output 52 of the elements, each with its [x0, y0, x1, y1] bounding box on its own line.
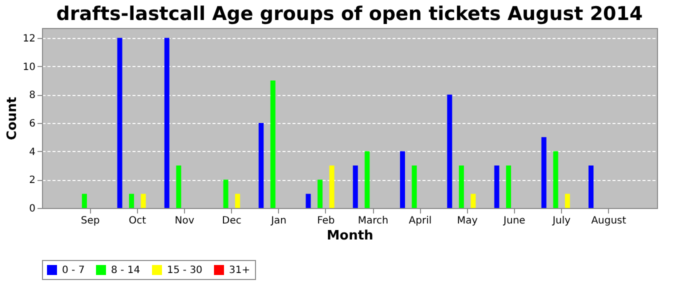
legend-label: 0 - 7 [62, 265, 85, 276]
bar [82, 194, 87, 208]
bar [506, 165, 512, 208]
x-tick-label: Oct [128, 216, 146, 226]
y-tick-label: 6 [29, 118, 36, 130]
legend-label: 15 - 30 [167, 265, 202, 276]
x-tick-label: May [456, 216, 478, 226]
y-tick-label: 2 [29, 175, 36, 186]
y-tick-label: 0 [29, 204, 36, 214]
bar [258, 122, 264, 208]
bar [553, 151, 558, 208]
bar [541, 137, 546, 208]
y-tick-label: 4 [29, 146, 36, 158]
bar [164, 38, 170, 208]
legend-label: 31+ [229, 265, 250, 276]
x-tick-label: August [591, 216, 626, 226]
bar [458, 165, 464, 208]
x-tick-label: Nov [174, 216, 194, 226]
chart-title: drafts-lastcall Age groups of open tickets August 2014 [56, 3, 643, 25]
bar [447, 94, 452, 208]
x-tick-label: Dec [222, 216, 242, 226]
y-axis-title: Count [4, 96, 20, 140]
bar [329, 165, 334, 208]
bar [318, 180, 323, 208]
bar [400, 151, 406, 208]
x-tick-label: Sep [80, 216, 100, 226]
bar [352, 165, 358, 208]
x-tick-label: June [502, 216, 526, 226]
bar [494, 165, 500, 208]
x-axis-title: Month [326, 228, 374, 244]
bar [306, 194, 311, 208]
x-tick-label: July [552, 216, 571, 226]
y-tick-label: 12 [22, 33, 36, 44]
bar [117, 38, 122, 208]
x-tick-label: Jan [270, 216, 287, 226]
bar [235, 194, 240, 208]
bar [588, 165, 594, 208]
bar [270, 80, 276, 208]
bar [470, 194, 476, 208]
y-tick-label: 8 [29, 90, 36, 102]
bar [564, 194, 570, 208]
legend-label: 8 - 14 [111, 265, 140, 276]
x-tick-label: Feb [317, 216, 335, 226]
bar [223, 180, 228, 208]
x-tick-label: March [358, 216, 388, 226]
bar [129, 194, 134, 208]
bar [176, 165, 182, 208]
bar [140, 194, 146, 208]
bar [412, 165, 417, 208]
y-tick-label: 10 [22, 62, 36, 73]
x-tick-label: April [408, 216, 432, 226]
bar [364, 151, 370, 208]
